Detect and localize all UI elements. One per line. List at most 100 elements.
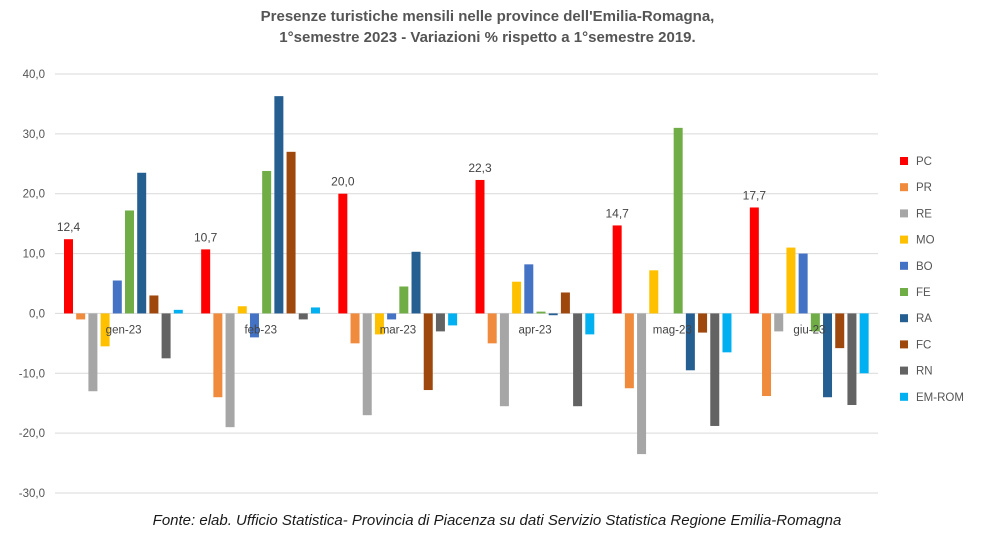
- bar: [161, 313, 171, 359]
- bar: [612, 225, 622, 314]
- bar: [88, 313, 98, 392]
- data-label: 22,3: [468, 161, 492, 175]
- x-category-label: mar-23: [380, 324, 416, 336]
- data-label: 17,7: [743, 188, 767, 202]
- bar: [262, 170, 272, 314]
- bar: [798, 253, 808, 314]
- bar: [310, 307, 320, 314]
- legend-swatch: [900, 183, 908, 192]
- legend-label: PR: [916, 182, 932, 194]
- legend-label: MO: [916, 235, 935, 247]
- bar: [173, 309, 183, 314]
- bar: [847, 313, 857, 406]
- legend-swatch: [900, 209, 908, 218]
- legend-label: RA: [916, 313, 932, 325]
- bar: [499, 313, 509, 407]
- legend-swatch: [900, 157, 908, 165]
- data-label: 20,0: [331, 175, 355, 189]
- legend-label: FE: [916, 287, 931, 299]
- bar: [64, 239, 73, 314]
- bar: [673, 127, 683, 314]
- data-label: 10,7: [194, 230, 218, 244]
- bar: [374, 313, 384, 335]
- bar: [624, 313, 634, 389]
- data-label: 12,4: [57, 220, 81, 234]
- y-tick-label: -10,0: [19, 368, 45, 380]
- bar: [536, 311, 546, 314]
- x-category-label: apr-23: [518, 324, 551, 336]
- legend-swatch: [900, 261, 908, 270]
- bar: [786, 247, 796, 314]
- bar: [560, 292, 570, 314]
- bar: [722, 313, 732, 353]
- legend-swatch: [900, 366, 908, 375]
- legend-swatch: [900, 340, 908, 349]
- legend-label: EM-ROM: [916, 392, 964, 404]
- bar: [710, 313, 720, 426]
- data-label: 14,7: [605, 206, 629, 220]
- bar: [585, 313, 595, 335]
- bar: [435, 313, 445, 332]
- bar: [762, 313, 772, 397]
- chart-subtitle: 1°semestre 2023 - Variazioni % rispetto …: [279, 29, 696, 46]
- y-tick-label: -30,0: [19, 488, 45, 500]
- bar: [362, 313, 372, 416]
- legend-label: RN: [916, 366, 933, 378]
- bar: [548, 313, 558, 316]
- bar: [213, 313, 223, 398]
- bar: [487, 313, 497, 344]
- bar: [112, 280, 122, 314]
- bar: [573, 313, 583, 407]
- y-tick-label: 10,0: [23, 249, 45, 261]
- bar: [859, 313, 869, 374]
- x-category-label: giu-23: [793, 324, 825, 336]
- bar: [76, 313, 86, 320]
- bar: [512, 281, 522, 314]
- y-tick-label: 30,0: [23, 129, 45, 141]
- chart-title: Presenze turistiche mensili nelle provin…: [260, 8, 715, 25]
- bar: [201, 249, 211, 314]
- bar: [637, 313, 647, 455]
- bar: [125, 210, 134, 314]
- bar: [225, 313, 235, 428]
- y-tick-label: 20,0: [23, 189, 45, 201]
- bar: [274, 96, 284, 314]
- bar: [524, 264, 534, 314]
- bar: [475, 179, 485, 314]
- bar: [350, 313, 360, 344]
- x-category-label: mag-23: [653, 324, 692, 336]
- legend-label: BO: [916, 261, 933, 273]
- y-tick-label: 0,0: [29, 308, 45, 320]
- bar: [249, 313, 259, 338]
- legend-label: FC: [916, 339, 931, 351]
- legend-swatch: [900, 288, 908, 296]
- bar: [387, 313, 397, 320]
- bar: [298, 313, 308, 320]
- bar: [411, 251, 421, 314]
- bar: [149, 295, 159, 314]
- bar: [749, 207, 759, 314]
- x-category-label: feb-23: [244, 324, 277, 336]
- bar: [774, 313, 784, 332]
- legend-swatch: [900, 314, 908, 323]
- bar: [399, 286, 409, 314]
- bar: [423, 313, 433, 391]
- bar: [823, 313, 833, 398]
- legend-label: RE: [916, 208, 932, 220]
- bar: [286, 151, 296, 314]
- y-tick-label: 40,0: [23, 69, 45, 81]
- bar: [237, 306, 247, 314]
- y-tick-label: -20,0: [19, 428, 45, 440]
- legend-swatch: [900, 235, 908, 244]
- bar: [698, 313, 708, 333]
- x-category-label: gen-23: [106, 324, 142, 336]
- legend-swatch: [900, 392, 908, 401]
- bar: [835, 313, 845, 349]
- bar: [685, 313, 695, 371]
- bar: [810, 313, 820, 332]
- bar: [338, 193, 348, 314]
- source-note: Fonte: elab. Ufficio Statistica- Provinc…: [152, 512, 842, 529]
- bar: [448, 313, 458, 326]
